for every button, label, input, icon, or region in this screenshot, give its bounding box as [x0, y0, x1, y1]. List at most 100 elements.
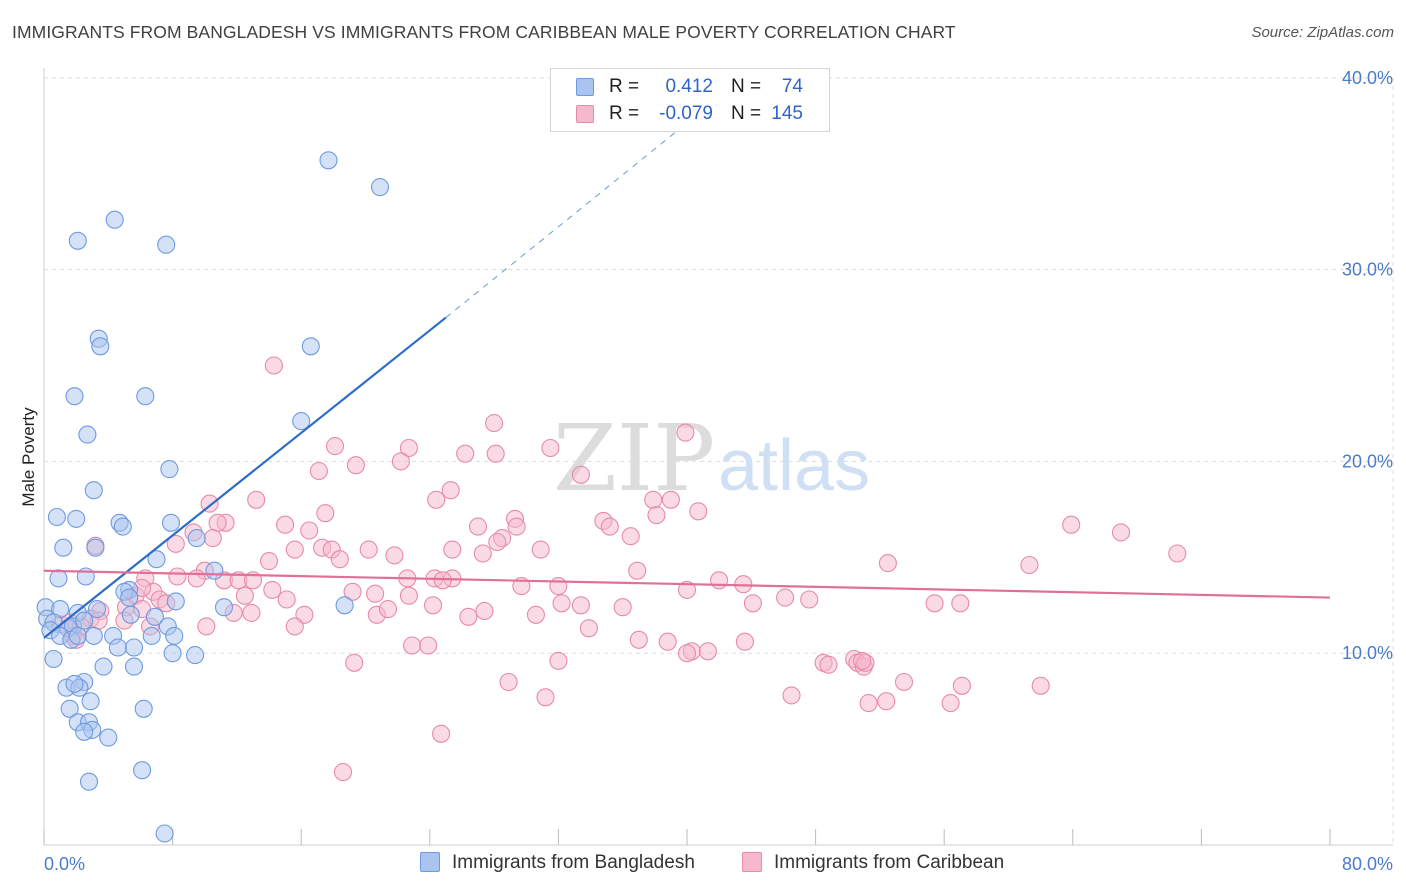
data-point: [359, 540, 378, 559]
bottom-legend-swatch-pink: [742, 852, 762, 872]
data-point: [485, 414, 504, 433]
data-point: [165, 626, 184, 645]
data-point: [121, 605, 140, 624]
data-point: [133, 761, 152, 780]
data-point: [689, 502, 708, 521]
data-point: [878, 554, 897, 573]
legend-r-value: 0.412: [665, 76, 713, 97]
legend-n-value: 74: [781, 76, 803, 97]
data-point: [197, 617, 216, 636]
source-label: Source: ZipAtlas.com: [1251, 24, 1394, 41]
data-point: [473, 544, 492, 563]
data-point: [124, 638, 144, 657]
data-point: [776, 588, 795, 607]
data-point: [433, 571, 452, 590]
data-point: [677, 644, 697, 663]
data-point: [399, 586, 418, 605]
bottom-legend-bangladesh: Immigrants from Bangladesh: [420, 852, 695, 874]
data-point: [925, 594, 944, 613]
data-point: [163, 644, 182, 663]
data-point: [366, 584, 385, 603]
y-tick-labels: 10.0% 20.0% 30.0% 40.0%: [1342, 68, 1393, 663]
data-point: [345, 653, 364, 672]
data-point: [600, 517, 619, 536]
data-point: [526, 605, 545, 624]
data-point: [399, 438, 418, 458]
trendlines: [43, 96, 1331, 639]
bottom-legend-caribbean: Immigrants from Caribbean: [742, 852, 1004, 874]
data-point: [1168, 544, 1187, 563]
data-point: [941, 694, 960, 713]
data-point: [75, 722, 94, 741]
data-point: [335, 596, 354, 615]
data-point: [710, 571, 729, 590]
data-point: [499, 672, 518, 692]
data-point: [531, 540, 550, 559]
data-point: [208, 513, 227, 532]
data-point: [160, 460, 179, 479]
legend-row-caribbean: R = -0.079 N = 145: [551, 100, 829, 128]
data-point: [1031, 676, 1050, 695]
data-point: [277, 590, 296, 609]
data-point: [155, 824, 174, 843]
data-point: [468, 517, 488, 536]
bottom-legend-label: Immigrants from Bangladesh: [452, 852, 695, 873]
data-point: [647, 506, 666, 525]
legend-r-label: R =: [609, 76, 640, 97]
data-point: [157, 235, 176, 254]
watermark-zip: ZIP: [553, 405, 715, 512]
data-point: [571, 465, 590, 484]
data-point: [235, 586, 254, 605]
caribbean-trendline: [43, 569, 1331, 599]
legend-row-bangladesh: R = 0.412 N = 74: [551, 73, 829, 101]
data-point: [325, 437, 345, 456]
data-point: [1062, 515, 1081, 534]
y-tick-label: 40.0%: [1342, 68, 1393, 88]
data-point: [68, 626, 87, 645]
data-point: [330, 550, 349, 569]
data-point: [259, 552, 279, 571]
data-point: [423, 596, 443, 615]
legend-swatch-pink: [576, 105, 594, 123]
data-point: [263, 580, 282, 599]
data-point: [549, 577, 568, 596]
data-point: [285, 617, 304, 636]
legend-r-value: -0.079: [659, 103, 713, 124]
data-point: [343, 582, 362, 601]
data-point: [292, 412, 311, 431]
data-point: [124, 657, 144, 676]
data-point: [536, 688, 555, 707]
data-point: [78, 425, 97, 444]
data-point: [99, 728, 118, 747]
data-point: [676, 423, 695, 442]
data-point: [68, 231, 87, 250]
bottom-legend-label: Immigrants from Caribbean: [774, 852, 1005, 873]
data-point: [391, 452, 410, 471]
data-point: [644, 490, 663, 509]
data-point: [432, 724, 451, 743]
data-point: [203, 529, 222, 548]
data-point: [1111, 523, 1131, 542]
data-point: [84, 626, 103, 645]
data-point: [205, 561, 224, 580]
data-point: [1020, 555, 1039, 575]
watermark-atlas: atlas: [718, 426, 870, 506]
data-point: [60, 699, 79, 718]
data-point: [84, 481, 103, 500]
data-point: [87, 600, 107, 619]
data-point: [370, 178, 390, 197]
data-point: [166, 534, 185, 553]
data-point: [49, 569, 68, 588]
data-point: [200, 494, 219, 513]
bangladesh-points: [36, 151, 390, 843]
bangladesh-trendline: [43, 316, 447, 639]
data-point: [166, 592, 185, 611]
data-point: [86, 538, 105, 557]
data-point: [136, 387, 155, 406]
data-point: [443, 540, 462, 559]
bottom-legend-swatch-blue: [420, 852, 440, 872]
data-point: [319, 151, 338, 170]
data-point: [951, 594, 970, 613]
data-point: [488, 532, 507, 552]
